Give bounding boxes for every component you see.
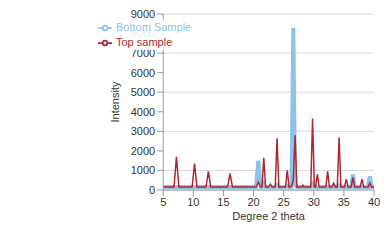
- svg-text:Intensity: Intensity: [109, 81, 121, 122]
- svg-text:2000: 2000: [131, 145, 155, 157]
- svg-text:5: 5: [160, 196, 166, 208]
- svg-text:30: 30: [308, 196, 320, 208]
- svg-text:3000: 3000: [131, 125, 155, 137]
- svg-text:4000: 4000: [131, 106, 155, 118]
- svg-text:9000: 9000: [131, 8, 155, 20]
- svg-text:Degree 2 theta: Degree 2 theta: [232, 210, 306, 222]
- svg-text:25: 25: [278, 196, 290, 208]
- svg-text:10: 10: [187, 196, 199, 208]
- svg-text:6000: 6000: [131, 67, 155, 79]
- svg-text:20: 20: [247, 196, 259, 208]
- svg-text:1000: 1000: [131, 164, 155, 176]
- svg-text:8000: 8000: [131, 27, 155, 39]
- svg-text:7000: 7000: [131, 47, 155, 59]
- svg-text:0: 0: [149, 184, 155, 196]
- svg-text:35: 35: [338, 196, 350, 208]
- svg-text:15: 15: [217, 196, 229, 208]
- svg-text:5000: 5000: [131, 86, 155, 98]
- svg-text:40: 40: [368, 196, 380, 208]
